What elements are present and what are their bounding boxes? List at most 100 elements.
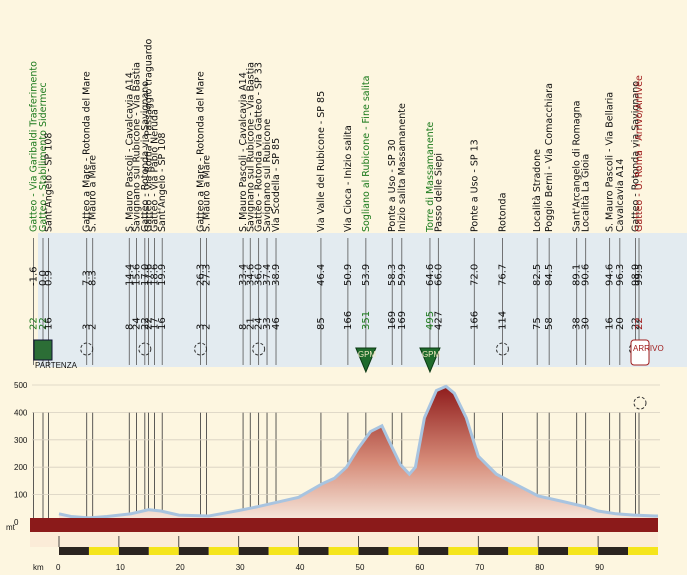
waypoint-name-label: Savignano sul Rubicone: [262, 119, 273, 232]
roundabout-icon: [138, 342, 152, 356]
waypoint-name-label: Sant'Arcangelo di Romagna: [572, 101, 583, 232]
waypoint-km-label: 53.9: [361, 264, 372, 286]
gpm-label: GPM: [358, 350, 377, 359]
roundabout-icon: [495, 342, 509, 356]
km-scale-segment: [358, 547, 389, 555]
waypoint-km-label: 99.5: [634, 264, 645, 286]
waypoint-name-label: Poggio Berni - Via Comacchiara: [544, 83, 555, 232]
km-scale-segment: [178, 547, 209, 555]
waypoint-name-label: Ponte a Uso - SP 13: [469, 139, 480, 232]
waypoint-altitude-label: 22: [634, 317, 645, 330]
x-tick-label: 20: [176, 563, 185, 572]
waypoint-km-label: 76.7: [497, 264, 508, 286]
waypoint-name-label: Gatteo - Via Pablo Neruda: [149, 109, 160, 232]
km-scale-segment: [328, 547, 359, 555]
waypoint-km-label: 17.0: [140, 264, 151, 286]
waypoint-altitude-label: 2: [202, 324, 213, 330]
waypoint-altitude-label: 2: [88, 324, 99, 330]
waypoint-km-label: 8.3: [88, 270, 99, 286]
waypoint-altitude-label: 16: [43, 317, 54, 330]
waypoint-name-label: S. Mauro Pascoli - Cavalcavia A14: [124, 72, 135, 232]
finish-label: ARRIVO: [633, 344, 664, 353]
waypoint-km-label: 98.9: [630, 264, 641, 286]
waypoint-km-label: 0.0: [38, 270, 49, 286]
waypoint-altitude-label: 3: [196, 324, 207, 330]
waypoint-name-label: Via Valle del Rubicone - SP 85: [316, 91, 327, 232]
x-tick-label: 70: [475, 563, 484, 572]
km-scale-segment: [208, 547, 239, 555]
km-scale-segment: [568, 547, 599, 555]
numbers-panel: [38, 233, 687, 367]
waypoint-name-label: Ponte a Uso - SP 30: [387, 139, 398, 232]
waypoint-km-label: 82.5: [532, 264, 543, 286]
waypoint-km-label: 94.6: [605, 264, 616, 286]
y-tick-label: 100: [14, 491, 28, 500]
waypoint-name-label: Gatteo a Mare - Rotonda del Mare: [82, 71, 93, 232]
waypoint-altitude-label: 114: [497, 311, 508, 330]
finish-box-icon: [630, 339, 650, 366]
waypoint-km-label: 58.3: [387, 264, 398, 286]
km-scale-segment: [508, 547, 539, 555]
km-scale-segment: [59, 547, 89, 555]
waypoint-altitude-label: 351: [361, 311, 372, 330]
profile-area: GPM GPM: [30, 347, 658, 547]
waypoint-km-label: 14.4: [124, 264, 135, 286]
waypoint-altitude-label: 427: [433, 311, 444, 330]
waypoint-altitude-label: 22: [38, 317, 49, 330]
x-axis-label: km: [33, 563, 44, 572]
waypoint-km-label: 17.6: [143, 264, 154, 286]
waypoint-altitude-label: 495: [425, 311, 436, 330]
waypoint-name-label: Via Scodella - SP 85: [271, 138, 282, 232]
km-scale-segment: [448, 547, 479, 555]
base-band: [30, 518, 658, 532]
waypoint-name-label: Gatteo - U. Roma - Arrivo/Arrivèe: [634, 75, 645, 232]
waypoint-altitude-label: 166: [469, 311, 480, 330]
waypoint-name-label: Cavalcavia A14: [615, 159, 626, 232]
waypoint-altitude-label: 17: [149, 317, 160, 330]
roundabout-icon: [252, 342, 266, 356]
waypoint-km-label: 66.0: [433, 264, 444, 286]
km-scale-segment: [268, 547, 299, 555]
waypoint-km-label: 96.3: [615, 264, 626, 286]
y-tick-label: 0: [14, 518, 19, 527]
base-band-light: [30, 532, 658, 547]
waypoint-altitude-label: 46: [271, 317, 282, 330]
roundabout-icon: [80, 342, 94, 356]
km-scale-segment: [148, 547, 179, 555]
y-tick-label: 500: [14, 381, 28, 390]
y-axis-label: mt: [6, 523, 16, 532]
waypoint-name-label: Gatteo a Mare - Rotonda del Mare: [196, 71, 207, 232]
waypoint-altitude-label: 169: [397, 311, 408, 330]
waypoint-name-label: Gatteo - Stabilimento Sidermec: [38, 82, 49, 232]
waypoint-km-label: 26.3: [196, 264, 207, 286]
waypoint-km-label: 18.6: [149, 264, 160, 286]
km-scale-segment: [628, 547, 658, 555]
waypoint-name-label: Savignano sul Rubicone - Via Bastia: [245, 62, 256, 232]
waypoint-altitude-label: 20: [615, 317, 626, 330]
waypoint-name-label: Inizio salita Massamanente: [397, 103, 408, 232]
start-label: PARTENZA: [35, 361, 78, 370]
waypoint-altitude-label: 58: [544, 317, 555, 330]
waypoint-km-label: 50.9: [343, 264, 354, 286]
waypoint-altitude-label: 22: [28, 317, 39, 330]
x-tick-label: 0: [56, 563, 61, 572]
start-flag-icon: [33, 339, 53, 361]
waypoint-name-label: Gatteo - Rotonda via Savignano: [140, 81, 151, 232]
waypoint-km-label: 19.9: [157, 264, 168, 286]
waypoint-name-label: Rotonda: [497, 193, 508, 232]
waypoint-altitude-label: 24: [131, 317, 142, 330]
waypoint-altitude-label: 16: [605, 317, 616, 330]
x-tick-label: 40: [296, 563, 305, 572]
gpm-triangle-icon: [419, 347, 441, 374]
km-scale-segment: [478, 547, 509, 555]
km-scale-segment: [388, 547, 419, 555]
waypoint-name-label: Gatteo - Rotonda via Savignano: [630, 81, 641, 232]
waypoint-altitude-label: 169: [387, 311, 398, 330]
waypoint-km-label: 37.4: [262, 264, 273, 286]
x-tick-label: 90: [595, 563, 604, 572]
y-tick-label: 400: [14, 408, 28, 417]
waypoint-altitude-label: 16: [157, 317, 168, 330]
waypoint-altitude-label: 24: [254, 317, 265, 330]
